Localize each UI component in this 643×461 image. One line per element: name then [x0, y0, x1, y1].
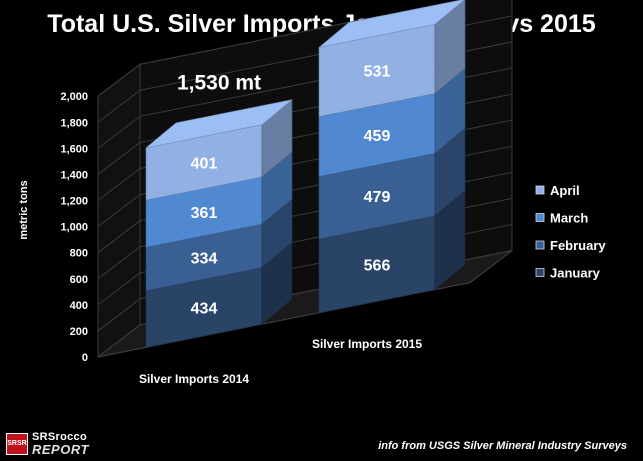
y-tick-label: 600 [70, 274, 88, 286]
legend-swatch [535, 213, 545, 222]
gridline-side [97, 115, 141, 149]
gridline-side [97, 220, 141, 254]
y-tick-label: 800 [70, 248, 88, 260]
gridline-side [97, 63, 141, 97]
bar-top-face [318, 0, 465, 48]
logo-badge: SRSR [6, 433, 28, 455]
y-tick-label: 0 [82, 352, 88, 364]
x-category-label: Silver Imports 2014 [139, 372, 249, 386]
gridline-side [97, 246, 141, 280]
bar-value-label: 566 [364, 257, 391, 274]
gridline-side [97, 142, 141, 175]
y-tick-label: 400 [70, 300, 88, 312]
bar-value-label: 401 [191, 155, 218, 172]
bar-total-label: 1,530 mt [177, 72, 261, 95]
legend-label: January [550, 266, 601, 281]
bar-value-label: 459 [364, 128, 391, 145]
gridline-side [97, 272, 141, 306]
y-tick-label: 1,200 [60, 196, 88, 208]
legend-label: March [550, 211, 588, 226]
gridline-side [97, 194, 141, 227]
y-tick-label: 2,000 [60, 91, 88, 103]
gridline-side [97, 298, 141, 332]
logo-line1: SRSrocco [32, 431, 87, 443]
legend-swatch [535, 268, 545, 277]
legend-swatch [535, 240, 545, 250]
bar-value-label: 479 [364, 189, 391, 206]
gridline-side [97, 168, 141, 201]
y-tick-label: 1,400 [60, 169, 88, 181]
gridline-side [97, 324, 141, 358]
bar-value-label: 334 [191, 250, 218, 267]
legend-swatch [535, 185, 545, 195]
source-credit: info from USGS Silver Mineral Industry S… [378, 440, 627, 452]
legend-label: February [550, 238, 606, 253]
y-tick-label: 1,000 [60, 222, 88, 234]
srsrocco-logo: SRSR SRSrocco REPORT [6, 431, 122, 457]
y-axis-label: metric tons [18, 180, 30, 239]
logo-line2: REPORT [32, 442, 89, 457]
y-tick-label: 1,800 [60, 117, 88, 129]
y-tick-label: 1,600 [60, 143, 88, 155]
bar-value-label: 361 [191, 205, 218, 222]
bar-top-face [145, 99, 293, 149]
x-category-label: Silver Imports 2015 [312, 337, 422, 351]
bar-value-label: 531 [364, 63, 391, 80]
y-tick-label: 200 [70, 326, 88, 338]
gridline-side [97, 89, 141, 123]
bar-value-label: 434 [191, 301, 218, 318]
legend-label: April [550, 183, 580, 198]
